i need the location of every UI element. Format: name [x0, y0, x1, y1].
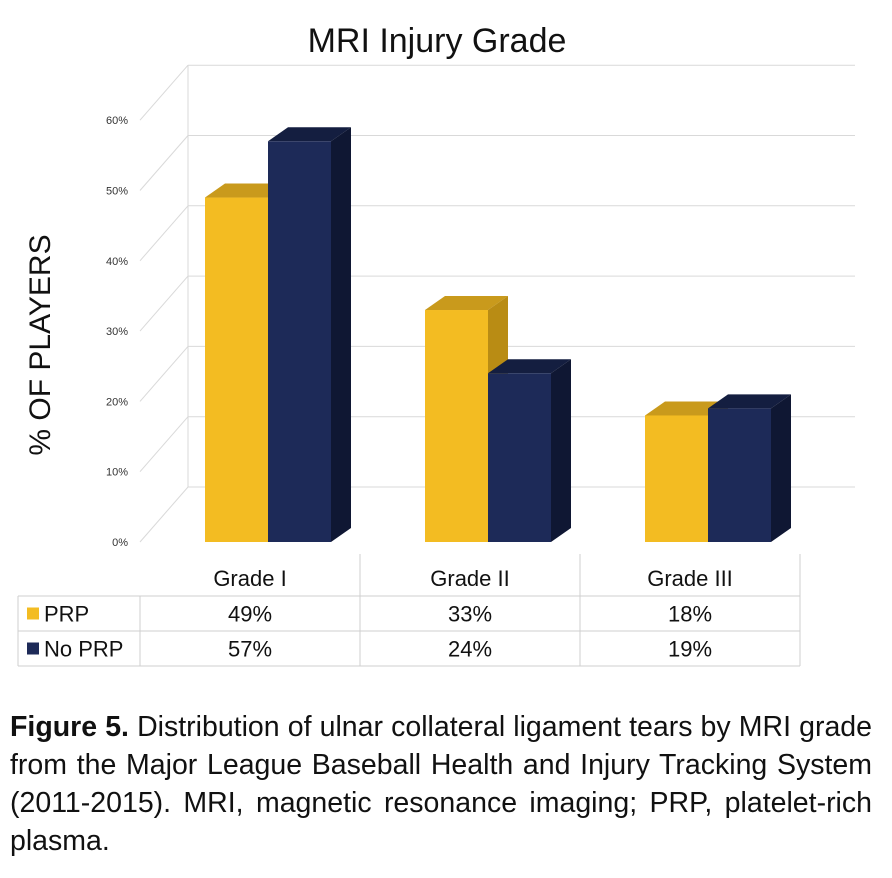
- bar-side: [331, 127, 351, 542]
- bar-no-prp-grade-i: [268, 127, 351, 543]
- bar-front: [205, 197, 268, 542]
- figure-caption: Figure 5. Distribution of ulnar collater…: [10, 708, 872, 860]
- gridline-side: [139, 205, 189, 262]
- bar-top: [488, 359, 571, 374]
- data-table: Grade I Grade II Grade III PRP 49% 33% 18% No P…: [17, 554, 801, 667]
- chart-title: MRI Injury Grade: [308, 22, 567, 60]
- x-tick-label: Grade III: [647, 566, 733, 591]
- bar-top: [645, 401, 728, 416]
- y-axis-ticks: 0% 10% 20% 30% 40% 50% 60%: [106, 115, 128, 549]
- gridline-side: [139, 486, 189, 543]
- data-label: 49%: [228, 602, 272, 627]
- bar-front: [488, 373, 551, 542]
- x-tick-label: Grade I: [213, 566, 286, 591]
- gridline-side: [139, 416, 189, 473]
- data-label: 24%: [448, 637, 492, 662]
- legend-swatch: [27, 607, 39, 620]
- bar-front: [708, 408, 771, 542]
- legend-label: No PRP: [44, 637, 123, 662]
- figure-label: Figure 5.: [10, 711, 129, 743]
- bar-side: [771, 394, 791, 542]
- y-tick-label: 20%: [106, 396, 128, 408]
- y-tick-label: 30%: [106, 326, 128, 338]
- bar-side: [551, 359, 571, 542]
- gridline-side: [139, 135, 189, 191]
- bar-front: [425, 310, 488, 542]
- y-tick-label: 10%: [106, 467, 128, 479]
- gridline-side: [139, 346, 189, 402]
- data-label: 19%: [668, 637, 712, 662]
- bar-top: [708, 394, 791, 409]
- chart: 0%10%20%30%40%50%60% Grade I Grade II Grad…: [17, 22, 855, 667]
- bar-top: [205, 183, 288, 198]
- bar-no-prp-grade-ii: [488, 359, 571, 542]
- gridline-side: [139, 64, 189, 121]
- bar-front: [268, 141, 331, 543]
- y-tick-label: 40%: [106, 256, 128, 268]
- bar-front: [645, 415, 708, 542]
- y-axis-label: % OF PLAYERS: [24, 234, 57, 455]
- bar-top: [268, 127, 351, 142]
- data-label: 18%: [668, 602, 712, 627]
- bar-top: [425, 296, 508, 311]
- figure-caption-text: Distribution of ulnar collateral ligamen…: [10, 711, 872, 857]
- y-tick-label: 50%: [106, 186, 128, 198]
- data-label: 33%: [448, 602, 492, 627]
- y-tick-label: 0%: [112, 537, 128, 549]
- gridline-side: [139, 275, 189, 332]
- bars: [205, 127, 791, 543]
- data-label: 57%: [228, 637, 272, 662]
- legend-label: PRP: [44, 602, 89, 627]
- legend-swatch: [27, 642, 39, 655]
- bar-no-prp-grade-iii: [708, 394, 791, 542]
- x-tick-label: Grade II: [430, 566, 509, 591]
- y-tick-label: 60%: [106, 115, 128, 127]
